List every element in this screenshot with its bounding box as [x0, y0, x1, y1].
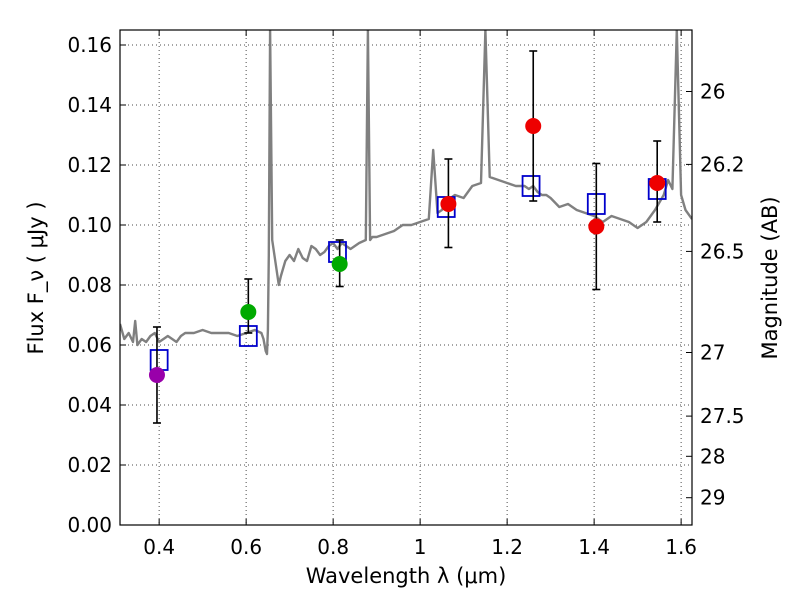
right-tick-label: 26.2: [700, 152, 745, 176]
x-axis: 0.4 0.6 0.8 1 1.2 1.4 1.6: [143, 30, 697, 559]
right-tick-label: 26: [700, 80, 725, 104]
y-axis-left: 0.00 0.02 0.04 0.06 0.08 0.10 0.12 0.14 0.16: [67, 33, 126, 537]
y-tick-label: 0.04: [67, 393, 112, 417]
y-tick-label: 0.06: [67, 333, 112, 357]
spectrum-series: [120, 30, 692, 356]
plot-frame: [119, 29, 693, 526]
y-tick-label: 0.14: [67, 93, 112, 117]
model-points-series: [149, 175, 667, 371]
spectrum-line: [120, 30, 692, 356]
observed-point: [148, 367, 165, 383]
observed-point: [525, 118, 542, 134]
observed-point: [440, 196, 457, 212]
y-tick-label: 0.00: [67, 513, 112, 537]
y-axis-right-label: Magnitude (AB): [758, 196, 782, 359]
y-tick-label: 0.02: [67, 453, 112, 477]
right-tick-label: 26.5: [700, 239, 745, 263]
x-tick-label: 1.6: [665, 535, 697, 559]
x-tick-label: 1.2: [491, 535, 523, 559]
x-tick-label: 0.6: [230, 535, 262, 559]
x-tick-label: 0.4: [143, 535, 175, 559]
x-tick-label: 1.4: [578, 535, 610, 559]
observed-point: [240, 304, 257, 320]
right-tick-label: 27: [700, 341, 725, 365]
x-tick-label: 0.8: [317, 535, 349, 559]
y-tick-label: 0.12: [67, 153, 112, 177]
observed-points-series: [148, 50, 666, 424]
y-tick-label: 0.08: [67, 273, 112, 297]
y-axis-right: 26 26.2 26.5 27 27.5 28 29: [686, 80, 745, 510]
y-tick-label: 0.16: [67, 33, 112, 57]
observed-point: [588, 218, 605, 235]
right-tick-label: 29: [700, 486, 725, 510]
grid: [120, 30, 692, 526]
x-tick-label: 1: [414, 535, 427, 559]
right-tick-label: 27.5: [700, 404, 745, 428]
observed-point: [331, 256, 348, 272]
model-point: [521, 175, 541, 197]
y-axis-left-label: Flux F_ν ( μJy ): [24, 201, 49, 354]
observed-point: [649, 175, 666, 191]
x-axis-label: Wavelength λ (μm): [306, 564, 507, 588]
right-tick-label: 28: [700, 444, 725, 468]
y-tick-label: 0.10: [67, 213, 112, 237]
